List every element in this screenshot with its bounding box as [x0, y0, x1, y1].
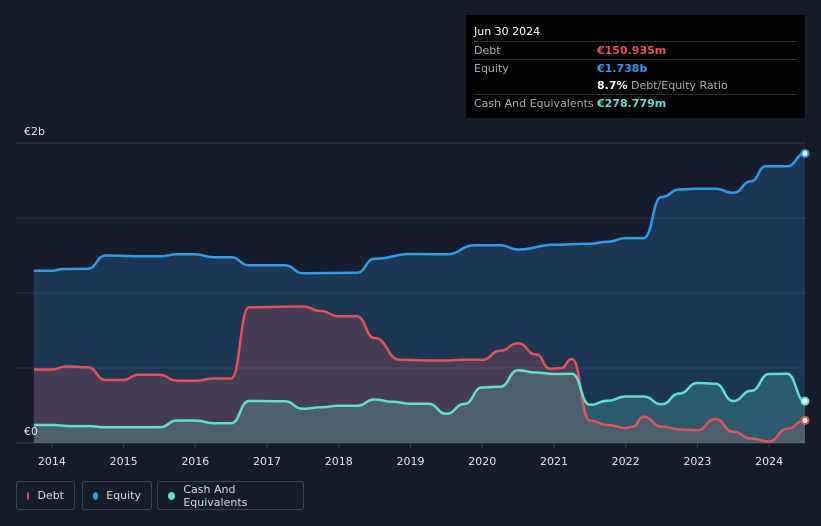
cash-line [33, 369, 806, 429]
x-tick-label-2023: 2023 [683, 455, 711, 468]
tooltip-ratio-value: 8.7% [597, 79, 628, 92]
tooltip-row-debt: Debt €150.935m [474, 41, 797, 59]
x-tick-label-2017: 2017 [253, 455, 281, 468]
legend-item-cash[interactable]: Cash And Equivalents [157, 481, 304, 510]
tooltip-label: Equity [474, 62, 509, 75]
y-axis-bottom-label: €0 [24, 425, 38, 438]
x-tick-label-2020: 2020 [468, 455, 496, 468]
tooltip-label: Debt [474, 44, 501, 57]
debt-end-marker [800, 415, 810, 425]
equity-dot-icon [93, 491, 99, 500]
x-tick-label-2014: 2014 [38, 455, 66, 468]
debt-dot-icon [27, 491, 30, 500]
x-tick-label-2015: 2015 [110, 455, 138, 468]
legend-label: Cash And Equivalents [183, 482, 248, 509]
tooltip-row-equity: Equity €1.738b [474, 59, 797, 77]
legend-item-equity[interactable]: Equity [82, 481, 152, 510]
x-tick-label-2016: 2016 [181, 455, 209, 468]
y-axis-top-label: €2b [24, 125, 45, 138]
equity-line [33, 152, 806, 275]
tooltip-ratio-suffix: Debt/Equity Ratio [631, 79, 728, 92]
debt-area [33, 306, 805, 443]
legend-item-debt[interactable]: Debt [16, 481, 75, 510]
tooltip-value-equity: €1.738b [597, 62, 648, 75]
x-tick-label-2021: 2021 [540, 455, 568, 468]
x-tick-label-2024: 2024 [755, 455, 783, 468]
cash-dot-icon [168, 491, 176, 500]
x-tick-label-2018: 2018 [325, 455, 353, 468]
debt-line [33, 305, 806, 443]
legend-label: Equity [106, 489, 141, 502]
tooltip-row-cash: Cash And Equivalents €278.779m [474, 94, 797, 112]
tooltip-row-ratio: 8.7% Debt/Equity Ratio [474, 77, 797, 94]
equity-area [33, 153, 805, 443]
tooltip-ratio: 8.7% Debt/Equity Ratio [597, 77, 728, 94]
tooltip-label: Cash And Equivalents [474, 97, 594, 110]
x-tick-label-2019: 2019 [397, 455, 425, 468]
cash-end-marker [800, 396, 810, 406]
x-tick-label-2022: 2022 [612, 455, 640, 468]
legend-label: Debt [37, 489, 64, 502]
data-tooltip: Jun 30 2024 Debt €150.935m Equity €1.738… [466, 15, 805, 118]
tooltip-value-cash: €278.779m [597, 97, 667, 110]
equity-end-marker [800, 149, 810, 158]
tooltip-label [474, 77, 597, 94]
tooltip-value-debt: €150.935m [597, 44, 667, 57]
tooltip-date: Jun 30 2024 [474, 25, 541, 38]
